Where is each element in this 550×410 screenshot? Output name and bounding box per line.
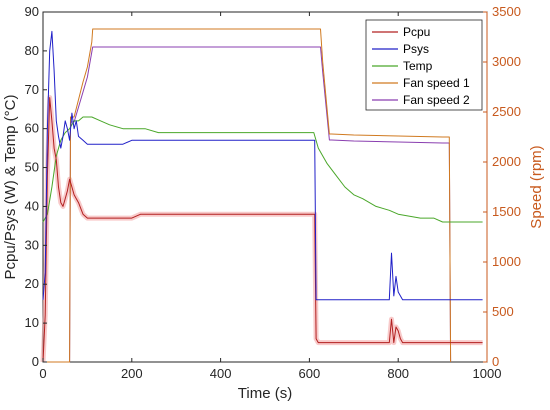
series-line-fan-speed-2: [43, 46, 452, 363]
axes-layer: 0 200 400 600 800 100001020304050607080900500…: [25, 4, 521, 381]
series-line-pcpu: [42, 97, 483, 363]
y-left-tick-label: 30: [25, 237, 39, 252]
y-left-tick-label: 0: [32, 354, 39, 369]
y-right-tick-label: 1500: [492, 204, 521, 219]
y-right-tick-label: 1000: [492, 254, 521, 269]
x-tick-label: 1000: [473, 366, 502, 381]
legend-label-pcpu: Pcpu: [403, 25, 430, 39]
series-line-psys: [42, 30, 483, 301]
legend-label-temp: Temp: [403, 59, 433, 73]
x-tick-label: 800: [387, 366, 409, 381]
y-right-tick-label: 2000: [492, 154, 521, 169]
legend-label-fan-speed-2: Fan speed 2: [403, 93, 470, 107]
y-axis-left-label: Pcpu/Psys (W) & Temp (°C): [2, 95, 19, 280]
y-axis-right-label: Speed (rpm): [528, 145, 545, 228]
legend-label-psys: Psys: [403, 42, 429, 56]
y-left-tick-label: 20: [25, 276, 39, 291]
y-left-tick-label: 60: [25, 121, 39, 136]
y-left-tick-label: 40: [25, 198, 39, 213]
y-right-tick-label: 3000: [492, 54, 521, 69]
series-layer: [40, 28, 483, 363]
legend: Pcpu Psys Temp Fan speed 1 Fan speed 2: [365, 19, 483, 111]
x-tick-label: 400: [210, 366, 232, 381]
legend-label-fan-speed-1: Fan speed 1: [403, 76, 470, 90]
y-left-tick-label: 90: [25, 4, 39, 19]
y-left-tick-label: 50: [25, 160, 39, 175]
x-tick-label: 600: [299, 366, 321, 381]
y-right-tick-label: 2500: [492, 104, 521, 119]
y-left-tick-label: 10: [25, 315, 39, 330]
x-tick-label: 0: [39, 366, 46, 381]
legend-box: [365, 19, 483, 111]
y-right-tick-label: 3500: [492, 4, 521, 19]
y-left-tick-label: 80: [25, 43, 39, 58]
y-left-tick-label: 70: [25, 82, 39, 97]
series-line-fan-speed-1: [43, 28, 452, 363]
y-right-tick-label: 0: [492, 354, 499, 369]
x-tick-label: 200: [121, 366, 143, 381]
x-axis-label: Time (s): [238, 385, 292, 402]
y-right-tick-label: 500: [492, 304, 514, 319]
